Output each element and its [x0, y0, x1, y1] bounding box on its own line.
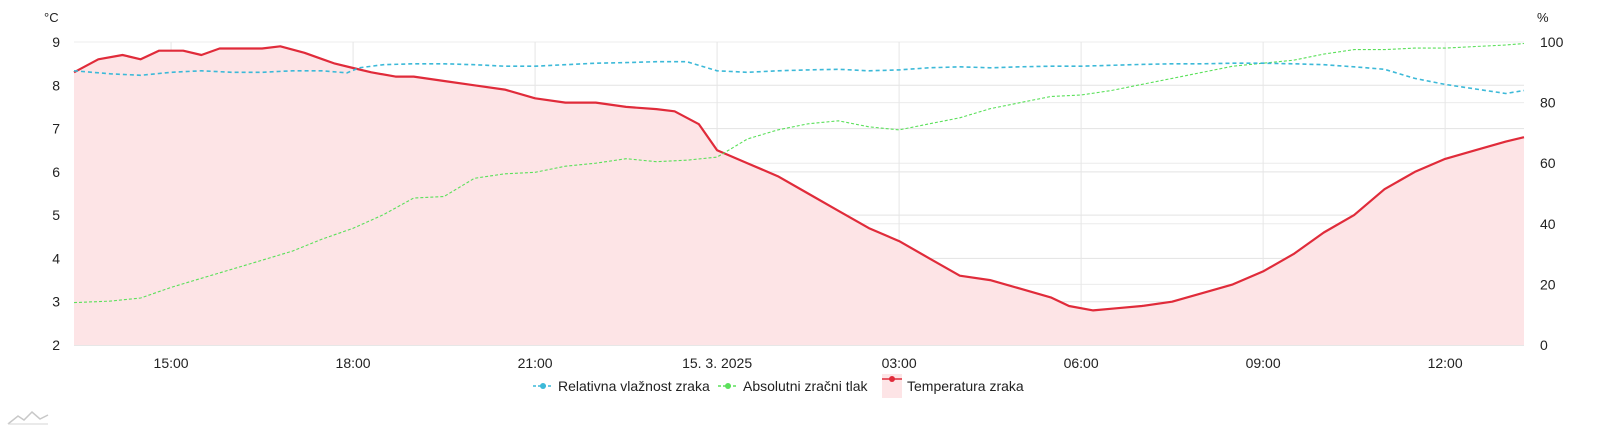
x-tick-label: 15. 3. 2025 — [682, 355, 752, 371]
legend-label: Relativna vlažnost zraka — [558, 378, 710, 394]
x-tick-label: 09:00 — [1246, 355, 1281, 371]
series-line-2 — [73, 45, 1525, 312]
right-tick-label: 100 — [1540, 34, 1564, 50]
series-line-0 — [73, 60, 1525, 95]
logo-icon — [7, 410, 49, 425]
left-tick-label: 5 — [52, 207, 60, 223]
left-tick-label: 3 — [52, 294, 60, 310]
right-tick-label: 60 — [1540, 155, 1556, 171]
left-tick-label: 6 — [52, 164, 60, 180]
right-tick-label: 40 — [1540, 216, 1556, 232]
series-area-temperatura — [74, 46, 1524, 346]
left-tick-label: 2 — [52, 337, 60, 353]
x-tick-label: 18:00 — [336, 355, 371, 371]
right-tick-label: 20 — [1540, 276, 1556, 292]
right-tick-label: 0 — [1540, 337, 1548, 353]
legend-item: Relativna vlažnost zraka — [533, 378, 710, 394]
legend-label: Temperatura zraka — [907, 378, 1024, 394]
left-tick-label: 4 — [52, 250, 60, 266]
right-tick-label: 80 — [1540, 95, 1556, 111]
left-tick-label: 9 — [52, 34, 60, 50]
legend-swatch-dot — [889, 376, 895, 382]
series-layer — [73, 42, 1525, 346]
x-tick-label: 03:00 — [882, 355, 917, 371]
legend-swatch-dot — [540, 383, 546, 389]
x-tick-label: 15:00 — [154, 355, 189, 371]
legend-item: Temperatura zraka — [882, 374, 1024, 398]
left-tick-label: 7 — [52, 121, 60, 137]
x-tick-label: 21:00 — [518, 355, 553, 371]
series-line-1 — [73, 42, 1525, 304]
left-tick-label: 8 — [52, 77, 60, 93]
right-axis-unit: % — [1537, 10, 1549, 25]
legend-swatch-dot — [725, 383, 731, 389]
x-tick-label: 12:00 — [1428, 355, 1463, 371]
legend-swatch-area — [882, 374, 902, 398]
legend-item: Absolutni zračni tlak — [718, 378, 869, 394]
left-axis-unit: °C — [44, 10, 59, 25]
legend-label: Absolutni zračni tlak — [743, 378, 869, 394]
legend: Relativna vlažnost zraka Absolutni zračni… — [533, 374, 1024, 398]
x-tick-label: 06:00 — [1064, 355, 1099, 371]
axes: °C % 2 3 4 5 6 7 8 9 0 20 40 60 80 100 15:00 18:00 21:00… — [44, 10, 1564, 371]
